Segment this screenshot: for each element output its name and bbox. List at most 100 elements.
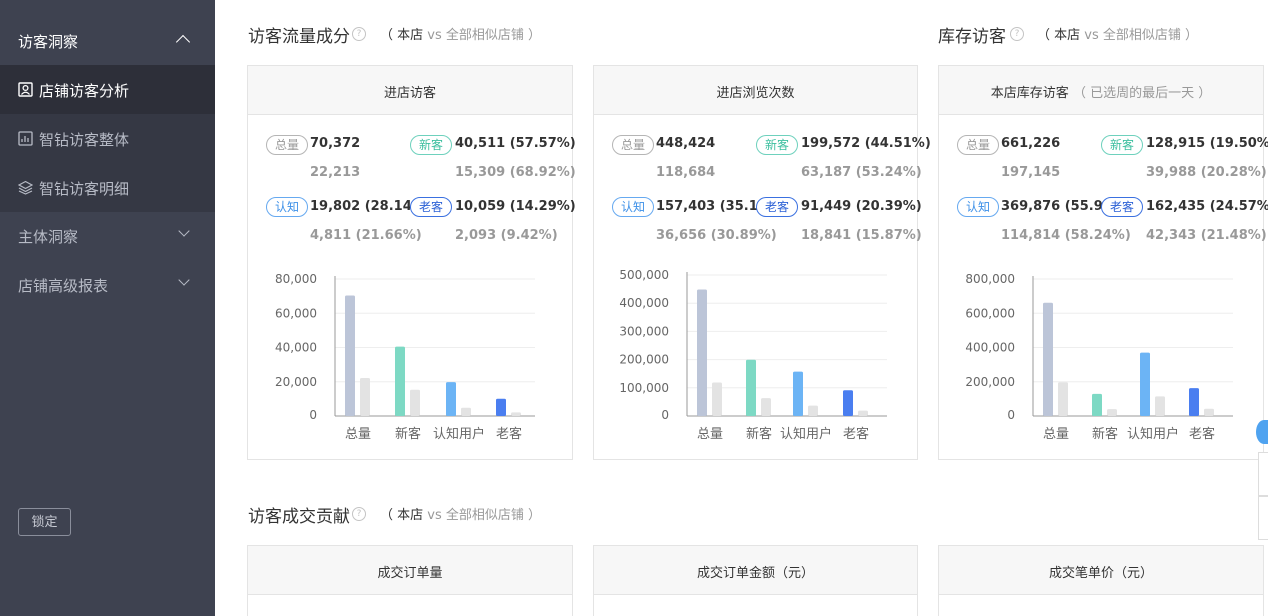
sidebar-item-zuan-detail[interactable]: 智钻访客明细 (0, 163, 215, 212)
y-tick-label: 400,000 (619, 296, 669, 310)
sidebar-submenu: 店铺访客分析 智钻访客整体 智钻访客明细 (0, 65, 215, 212)
y-tick-label: 0 (309, 408, 317, 422)
person-frame-icon (18, 82, 33, 97)
bar-store[interactable] (1092, 393, 1102, 416)
metric-total-value: 661,226 (1001, 136, 1061, 151)
card-header: 本店库存访客 （ 已选周的最后一天 ） (939, 66, 1263, 115)
x-tick-label: 认知用户 (433, 426, 485, 442)
sidebar-header-visitor-insight[interactable]: 访客洞察 (0, 17, 215, 65)
deal-card-amount: 成交订单金额（元） (593, 545, 918, 616)
y-tick-label: 0 (661, 408, 669, 422)
metric-aware-compare: 4,811 (21.66%) (310, 228, 422, 243)
card-title-text: 进店浏览次数 (716, 86, 795, 101)
card-header: 成交笔单价（元） (939, 546, 1263, 595)
x-tick-label: 新客 (1092, 426, 1118, 442)
bar-similar-stores[interactable] (1058, 382, 1068, 416)
metric-aware-compare: 114,814 (58.24%) (1001, 228, 1131, 243)
bar-store[interactable] (1043, 302, 1053, 416)
metric-card: 进店浏览次数 总量 448,424 118,684 新客 199,572 (44… (593, 65, 931, 460)
tag-aware: 认知 (612, 197, 654, 217)
sidebar-header-label: 访客洞察 (18, 33, 79, 51)
help-icon[interactable]: ? (1010, 27, 1024, 41)
note-store: （ 本店 (380, 28, 424, 43)
bar-store[interactable] (345, 295, 355, 416)
card-title-text: 本店库存访客 (990, 86, 1069, 101)
sidebar-group-label: 主体洞察 (18, 228, 79, 246)
bar-store[interactable] (793, 371, 803, 416)
bar-similar-stores[interactable] (761, 398, 771, 416)
metric-old-compare: 42,343 (21.48%) (1146, 228, 1267, 243)
card-title: 成交订单量 (377, 566, 443, 581)
bar-similar-stores[interactable] (461, 407, 471, 416)
x-tick-label: 总量 (697, 427, 723, 442)
bar-similar-stores[interactable] (1155, 396, 1165, 416)
chevron-up-icon (175, 34, 191, 50)
x-tick-label: 总量 (345, 427, 371, 442)
tag-new: 新客 (756, 135, 798, 155)
side-float-tab[interactable] (1258, 496, 1268, 540)
metric-total-compare: 197,145 (1001, 165, 1061, 180)
bar-similar-stores[interactable] (858, 410, 868, 416)
tag-old: 老客 (756, 197, 798, 217)
sidebar-group-label: 店铺高级报表 (18, 277, 109, 295)
sidebar-item-label: 店铺访客分析 (39, 82, 130, 100)
y-tick-label: 200,000 (619, 353, 669, 367)
bar-similar-stores[interactable] (410, 389, 420, 416)
y-tick-label: 80,000 (275, 272, 317, 286)
bar-store[interactable] (1140, 352, 1150, 416)
tag-new: 新客 (1101, 135, 1143, 155)
metric-total-compare: 118,684 (656, 165, 716, 180)
bar-similar-stores[interactable] (511, 412, 521, 416)
bar-store[interactable] (446, 382, 456, 416)
bar-store[interactable] (496, 398, 506, 416)
bar-store[interactable] (843, 390, 853, 416)
sidebar-group-advanced-reports[interactable]: 店铺高级报表 (0, 261, 215, 309)
y-tick-label: 100,000 (619, 381, 669, 395)
bar-store[interactable] (395, 346, 405, 416)
tag-aware: 认知 (957, 197, 999, 217)
sidebar-item-label: 智钻访客明细 (39, 180, 130, 198)
x-tick-label: 总量 (1043, 427, 1069, 442)
card-title: 进店访客 (248, 82, 572, 101)
x-tick-label: 新客 (395, 426, 421, 442)
bar-store[interactable] (746, 359, 756, 416)
metric-old-value: 162,435 (24.57%) (1146, 199, 1268, 214)
tag-total: 总量 (957, 135, 999, 155)
deal-card-unit-price: 成交笔单价（元） (938, 545, 1264, 616)
assistant-bubble-icon[interactable] (1256, 420, 1268, 444)
y-tick-label: 400,000 (965, 341, 1015, 355)
sidebar-item-zuan-overall[interactable]: 智钻访客整体 (0, 114, 215, 163)
chevron-down-icon (178, 274, 190, 286)
sidebar-group-subject-insight[interactable]: 主体洞察 (0, 212, 215, 260)
sidebar-item-label: 智钻访客整体 (39, 131, 130, 149)
lock-button[interactable]: 锁定 (18, 508, 71, 536)
bar-similar-stores[interactable] (808, 405, 818, 416)
card-header: 进店访客 (248, 66, 572, 115)
help-icon[interactable]: ? (352, 507, 366, 521)
bar-similar-stores[interactable] (360, 377, 370, 416)
card-title: 本店库存访客 （ 已选周的最后一天 ） (939, 82, 1263, 101)
card-title: 进店浏览次数 (594, 82, 917, 101)
bar-store[interactable] (697, 289, 707, 416)
bar-similar-stores[interactable] (712, 382, 722, 416)
card-header: 成交订单量 (248, 546, 572, 595)
section-note-deal: （ 本店 vs 全部相似店铺 ） (380, 504, 541, 523)
bar-similar-stores[interactable] (1107, 409, 1117, 416)
x-tick-label: 认知用户 (1127, 426, 1179, 442)
bar-similar-stores[interactable] (1204, 408, 1214, 416)
bar-chart: 800,000 600,000 400,000 200,000 0 总量 新客 认知用户 老客 (965, 272, 1233, 442)
side-float-tab[interactable] (1258, 452, 1268, 496)
help-icon[interactable]: ? (352, 27, 366, 41)
chevron-down-icon (178, 225, 190, 237)
sidebar-item-store-visitor-analysis[interactable]: 店铺访客分析 (0, 65, 215, 114)
section-note-stock: （ 本店 vs 全部相似店铺 ） (1037, 24, 1198, 43)
x-tick-label: 新客 (746, 426, 772, 442)
bar-chart: 500,000 400,000 300,000 200,000 100,000 0 总量 新客… (619, 268, 887, 442)
deal-card-orders: 成交订单量 (247, 545, 573, 616)
card-title: 成交笔单价（元） (1048, 566, 1153, 581)
card-header: 进店浏览次数 (594, 66, 917, 115)
metric-new-compare: 15,309 (68.92%) (455, 165, 576, 180)
x-tick-label: 老客 (1189, 426, 1215, 442)
bar-store[interactable] (1189, 388, 1199, 416)
metric-total-value: 448,424 (656, 136, 716, 151)
